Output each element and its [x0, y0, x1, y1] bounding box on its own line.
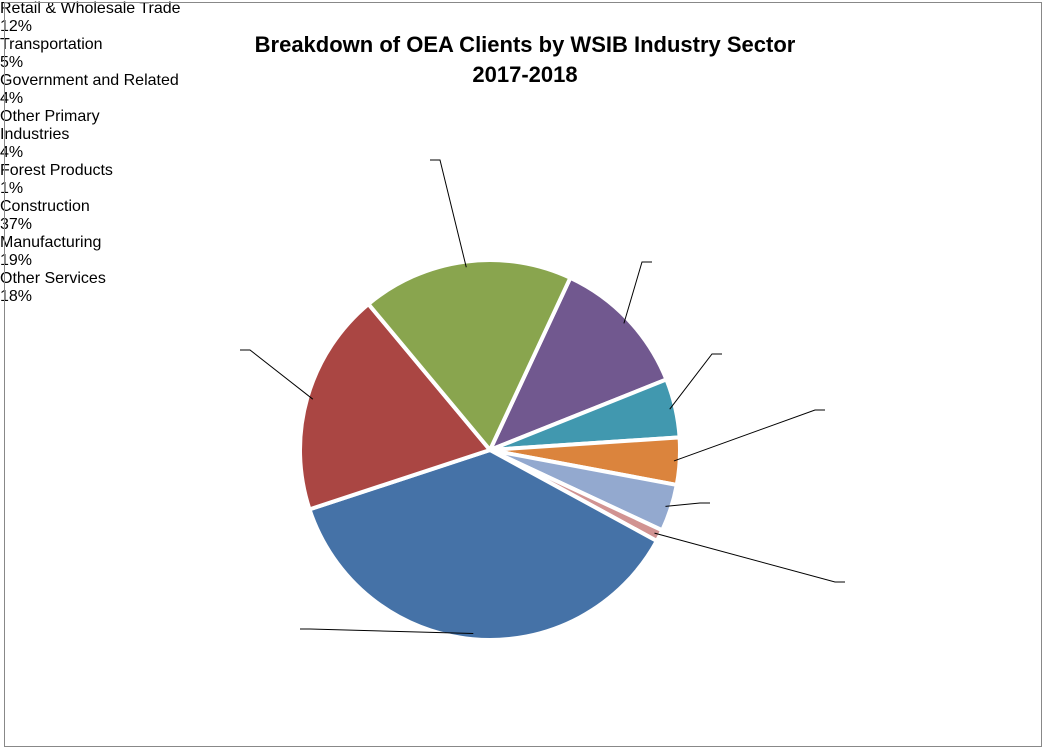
data-label: Transportation 5% [0, 36, 170, 72]
value-label: 5% [0, 54, 24, 71]
pie-slice [298, 302, 492, 512]
value-label: 4% [0, 90, 24, 107]
category-label: Other Services [0, 270, 106, 287]
value-label: 18% [0, 288, 33, 305]
pie-slice [488, 275, 669, 452]
leader-line [623, 261, 652, 324]
leader-line [654, 532, 845, 583]
value-label: 4% [0, 144, 24, 161]
data-label: Other Services 18% [0, 270, 170, 306]
category-label: Government and Related [0, 72, 179, 89]
category-label: Forest Products [0, 162, 113, 179]
data-label: Government and Related 4% [0, 72, 180, 108]
value-label: 19% [0, 252, 33, 269]
data-label: Other Primary Industries 4% [0, 108, 160, 162]
chart-title: Breakdown of OEA Clients by WSIB Industr… [254, 32, 796, 57]
value-label: 1% [0, 180, 24, 197]
value-label: 12% [0, 18, 33, 35]
data-label: Retail & Wholesale Trade 12% [0, 0, 190, 36]
category-label: Retail & Wholesale Trade [0, 0, 181, 17]
chart-subtitle: 2017-2018 [472, 62, 578, 87]
pie-slice [366, 258, 573, 452]
data-label: Manufacturing 19% [0, 234, 170, 270]
leader-line [240, 349, 314, 400]
category-label: Manufacturing [0, 234, 102, 251]
leader-line [430, 159, 467, 268]
value-label: 37% [0, 216, 33, 233]
category-label: Other Primary Industries [0, 108, 100, 143]
leader-line [300, 628, 474, 635]
data-label: Forest Products 1% [0, 162, 190, 198]
category-label: Construction [0, 198, 90, 215]
pie-slice [307, 448, 659, 642]
leader-line [665, 502, 710, 507]
data-label: Construction 37% [0, 198, 170, 234]
leader-line [669, 353, 722, 410]
leader-line [673, 409, 825, 462]
category-label: Transportation [0, 36, 103, 53]
